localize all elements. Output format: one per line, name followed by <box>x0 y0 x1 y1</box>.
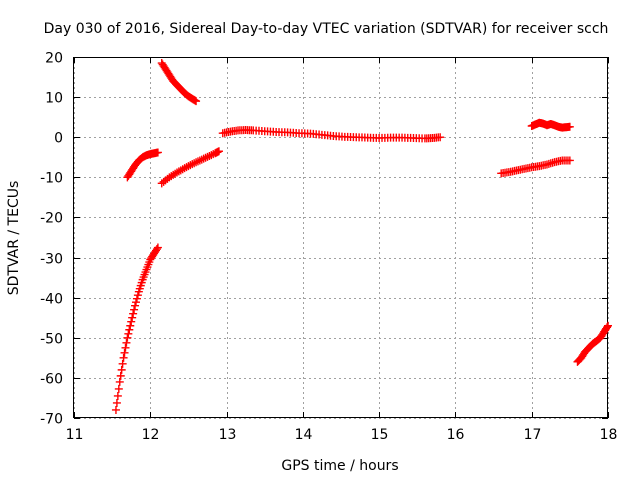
data-point <box>203 152 212 161</box>
x-tick-label: 13 <box>219 427 237 443</box>
y-tick-label: 0 <box>54 131 63 147</box>
y-tick-label: -30 <box>40 252 63 268</box>
y-axis-label: SDTVAR / TECUs <box>6 181 22 296</box>
x-tick-label: 11 <box>66 427 84 443</box>
data-point <box>122 338 131 347</box>
y-tick-labels: 20 10 0 -10 -20 -30 -40 -50 -60 -70 <box>40 51 63 428</box>
series-arc-1 <box>111 243 162 414</box>
data-point <box>113 391 122 400</box>
data-point <box>133 291 142 300</box>
data-point <box>114 384 123 393</box>
data-point <box>190 159 199 168</box>
data-point <box>119 353 128 362</box>
chart-title: Day 030 of 2016, Sidereal Day-to-day VTE… <box>44 21 609 37</box>
data-point <box>130 305 139 314</box>
data-point <box>127 317 136 326</box>
x-tick-label: 17 <box>524 427 542 443</box>
data-point <box>126 321 135 330</box>
data-point <box>565 122 574 131</box>
y-tick-label: 10 <box>45 91 63 107</box>
data-point <box>436 133 445 142</box>
series-arc-8 <box>573 321 612 366</box>
x-tick-label: 18 <box>600 427 618 443</box>
data-point <box>195 156 204 165</box>
data-point <box>121 343 130 352</box>
x-tick-label: 14 <box>295 427 313 443</box>
y-tick-label: -40 <box>40 292 63 308</box>
data-point <box>131 298 140 307</box>
plot-frame <box>73 57 608 418</box>
data-point <box>153 148 162 157</box>
data-point <box>188 160 197 169</box>
data-point <box>214 147 223 156</box>
data-point <box>124 329 133 338</box>
data-point <box>199 154 208 163</box>
data-point <box>117 365 126 374</box>
series-arc-3 <box>157 59 201 106</box>
x-axis-label: GPS time / hours <box>281 458 398 474</box>
data-point <box>207 151 216 160</box>
data-point <box>192 158 201 167</box>
data-point <box>193 157 202 166</box>
data-point <box>118 359 127 368</box>
x-tick-labels: 11 12 13 14 15 16 17 18 <box>66 427 618 443</box>
data-point <box>129 309 138 318</box>
data-point <box>201 153 210 162</box>
x-tick-label: 12 <box>142 427 160 443</box>
series-arc-7 <box>527 118 574 132</box>
data-point <box>116 371 125 380</box>
axis-ticks <box>74 57 609 419</box>
series-arc-4 <box>157 147 223 188</box>
data-points <box>111 59 612 414</box>
y-tick-label: -70 <box>40 412 63 428</box>
series-arc-2 <box>123 148 162 182</box>
y-tick-label: -50 <box>40 332 63 348</box>
series-arc-5 <box>218 126 445 143</box>
data-point <box>152 245 161 254</box>
data-point <box>132 294 141 303</box>
data-point <box>603 323 612 332</box>
grid <box>74 57 609 419</box>
data-point <box>565 156 574 165</box>
data-point <box>115 377 124 386</box>
data-point <box>112 398 121 407</box>
series-arc-6 <box>497 156 574 178</box>
data-point <box>111 405 120 414</box>
data-point <box>197 155 206 164</box>
data-point <box>120 348 129 357</box>
y-tick-label: -10 <box>40 171 63 187</box>
data-point <box>125 325 134 334</box>
data-point <box>604 321 612 330</box>
x-tick-label: 15 <box>371 427 389 443</box>
data-point <box>153 243 162 252</box>
data-point <box>186 161 195 170</box>
y-tick-label: 20 <box>45 51 63 67</box>
x-tick-label: 16 <box>447 427 465 443</box>
data-point <box>128 313 137 322</box>
y-tick-label: -20 <box>40 211 63 227</box>
data-point <box>192 97 201 106</box>
y-tick-label: -60 <box>40 372 63 388</box>
data-point <box>205 151 214 160</box>
data-point <box>131 301 140 310</box>
data-point <box>123 333 132 342</box>
